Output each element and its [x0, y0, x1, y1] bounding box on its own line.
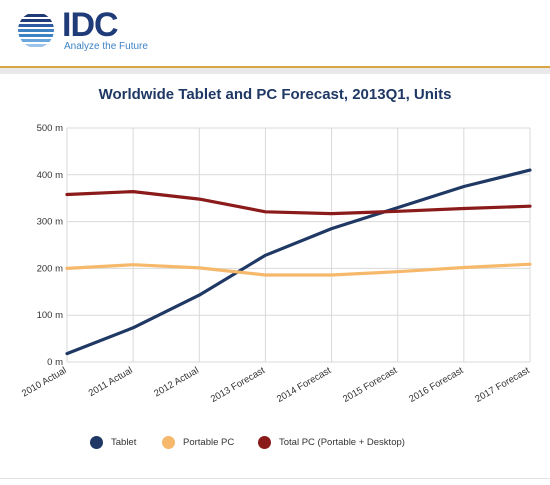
series-line-portable-pc — [65, 262, 532, 277]
chart-title: Worldwide Tablet and PC Forecast, 2013Q1… — [98, 86, 452, 103]
idc-globe-icon — [18, 12, 54, 48]
legend-label-tablet: Tablet — [111, 436, 137, 448]
x-tick-label: 2010 Actual — [20, 365, 69, 399]
line-chart: 0 m 100 m 200 m 300 m 400 m 500 m 2010 Actual… — [20, 123, 532, 405]
chart-legend: Tablet Portable PC Total PC (Portable + … — [0, 432, 550, 452]
legend-swatch-tablet — [90, 435, 103, 449]
y-tick-label: 200 m — [37, 263, 63, 274]
header-shadow — [0, 68, 550, 74]
legend-item-total-pc: Total PC (Portable + Desktop) — [258, 432, 405, 452]
series-line-total-pc-portable-desktop — [65, 189, 532, 216]
logo-text: IDC — [62, 6, 119, 44]
y-tick-label: 0 m — [47, 357, 63, 368]
x-tick-label: 2012 Actual — [152, 365, 201, 399]
legend-item-portable-pc: Portable PC — [162, 432, 234, 452]
legend-label-portable-pc: Portable PC — [183, 436, 235, 448]
x-tick-label: 2011 Actual — [87, 365, 135, 399]
x-tick-label: 2015 Forecast — [341, 365, 399, 405]
x-tick-label: 2014 Forecast — [275, 365, 333, 405]
legend-swatch-portable-pc — [162, 435, 175, 449]
y-tick-label: 500 m — [37, 123, 63, 134]
x-tick-label: 2016 Forecast — [407, 365, 465, 405]
x-tick-label: 2017 Forecast — [473, 365, 531, 405]
legend-swatch-total-pc — [258, 435, 271, 449]
footer-divider — [0, 478, 550, 479]
series-line-tablet — [65, 168, 532, 356]
header-divider — [0, 66, 550, 68]
logo-tagline: Analyze the Future — [64, 41, 148, 52]
header: IDC Analyze the Future — [0, 0, 550, 66]
x-tick-label: 2013 Forecast — [209, 365, 267, 405]
legend-item-tablet: Tablet — [90, 432, 136, 452]
y-tick-label: 100 m — [37, 310, 63, 321]
legend-label-total-pc: Total PC (Portable + Desktop) — [279, 436, 405, 448]
y-tick-label: 400 m — [37, 170, 63, 181]
y-tick-label: 300 m — [37, 217, 63, 228]
